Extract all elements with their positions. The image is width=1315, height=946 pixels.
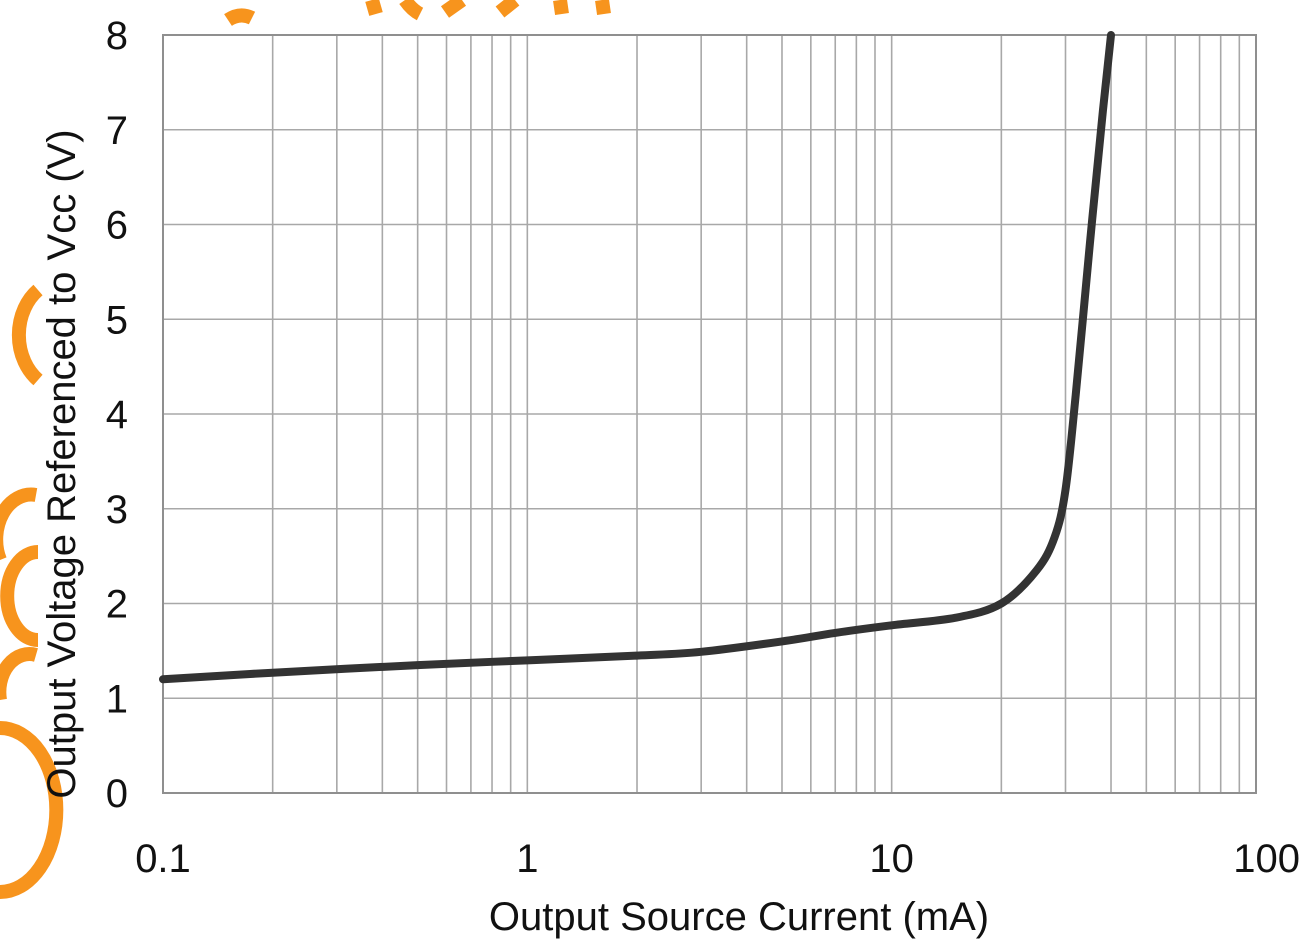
watermark-arc xyxy=(0,487,38,560)
watermark-arc xyxy=(0,721,64,899)
plot-frame xyxy=(162,34,1257,794)
y-tick-label: 8 xyxy=(106,14,128,58)
watermark-arc xyxy=(11,284,43,386)
y-tick-label: 2 xyxy=(106,583,128,627)
y-tick-label: 6 xyxy=(106,204,128,248)
y-tick-label: 4 xyxy=(106,393,128,437)
x-tick-label: 10 xyxy=(869,837,914,881)
x-tick-label: 100 xyxy=(1233,837,1300,881)
watermark-arc xyxy=(224,8,256,27)
x-tick-labels: 0.1 1 10 100 xyxy=(135,837,1300,881)
series-lines xyxy=(159,31,1115,684)
y-tick-label: 0 xyxy=(106,772,128,816)
y-tick-label: 5 xyxy=(106,298,128,342)
x-tick-label: 0.1 xyxy=(135,837,191,881)
y-tick-label: 1 xyxy=(106,677,128,721)
x-tick-label: 1 xyxy=(516,837,538,881)
x-axis-title: Output Source Current (mA) xyxy=(489,895,989,939)
watermark-arc xyxy=(399,0,424,21)
watermark-arcs xyxy=(0,0,611,899)
watermark-arc xyxy=(553,0,569,15)
y-tick-label: 7 xyxy=(106,109,128,153)
watermark-arc xyxy=(365,0,383,16)
watermark-arc xyxy=(595,0,611,15)
y-axis-title: Output Voltage Referenced to Vcc (V) xyxy=(40,129,84,798)
watermark-arc xyxy=(0,545,39,647)
y-tick-label: 3 xyxy=(106,488,128,532)
y-tick-labels: 0 1 2 3 4 5 6 7 8 xyxy=(106,14,128,816)
watermark-arc xyxy=(495,0,520,18)
gridlines xyxy=(162,34,1256,794)
watermark-arc xyxy=(0,647,38,700)
watermark-arc xyxy=(440,0,467,18)
series-line xyxy=(159,31,1115,684)
